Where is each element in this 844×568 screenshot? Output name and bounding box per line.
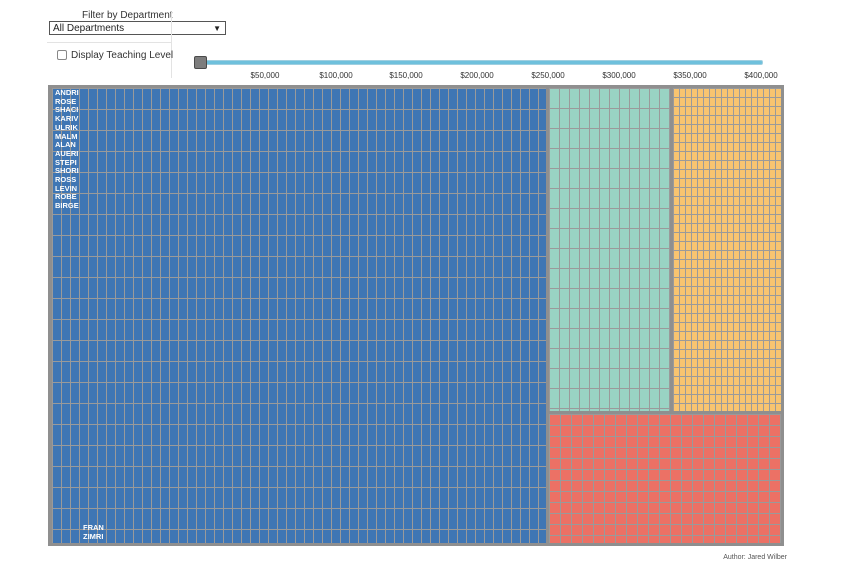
- department-select-value: All Departments: [53, 23, 125, 34]
- cell-name-label: ROBE: [55, 192, 77, 202]
- cell-name-label: AUERI: [55, 148, 79, 158]
- cell-name-label: ULRIK: [55, 122, 78, 132]
- cell-name-label: BIRGE: [55, 201, 79, 211]
- filter-label: Filter by Department: [82, 10, 173, 21]
- teaching-level-label: Display Teaching Level: [71, 50, 174, 61]
- treemap-group-teal[interactable]: [549, 88, 670, 411]
- slider-tick-label: $50,000: [250, 71, 280, 80]
- slider-tick-label: $100,000: [319, 71, 353, 80]
- slider-tick-label: $150,000: [389, 71, 423, 80]
- cell-name-label: SHACI: [55, 105, 79, 115]
- treemap-group-blue[interactable]: [52, 88, 546, 543]
- cell-name-label: LEVIN: [55, 183, 78, 193]
- divider-vertical: [171, 12, 172, 78]
- divider-horizontal: [47, 42, 171, 43]
- salary-treemap[interactable]: ANDRI ROSE SHACI KARIV ULRIK MALM ALAN A…: [48, 85, 784, 546]
- cell-name-label: FRAN: [83, 523, 104, 532]
- slider-tick-label: $200,000: [460, 71, 494, 80]
- cell-name-label: ROSE: [55, 96, 77, 106]
- cell-name-label: ANDRI: [55, 88, 79, 97]
- cell-name-label: ZIMRI: [83, 531, 104, 541]
- cell-name-label: ALAN: [55, 140, 76, 150]
- cell-name-label: SHORI: [55, 166, 79, 176]
- cell-name-label: STEPI: [55, 157, 77, 167]
- dropdown-arrow-icon: ▼: [213, 24, 221, 33]
- cell-name-label: ROSS: [55, 175, 77, 185]
- treemap-name-labels-top: ANDRI ROSE SHACI KARIV ULRIK MALM ALAN A…: [55, 88, 79, 211]
- slider-tick-label: $250,000: [531, 71, 565, 80]
- salary-slider-track[interactable]: [197, 60, 763, 65]
- slider-tick-label: $350,000: [673, 71, 707, 80]
- cell-name-label: MALM: [55, 131, 78, 141]
- cell-name-label: KARIV: [55, 114, 79, 124]
- author-credit: Author: Jared Wilber: [723, 554, 787, 561]
- treemap-group-red[interactable]: [549, 414, 781, 543]
- slider-tick-label: $300,000: [602, 71, 636, 80]
- treemap-group-orange[interactable]: [673, 88, 781, 411]
- treemap-name-labels-bottom: FRAN ZIMRI: [83, 523, 104, 541]
- salary-slider-handle[interactable]: [194, 56, 207, 69]
- teaching-level-checkbox[interactable]: [57, 50, 67, 60]
- department-select[interactable]: All Departments ▼: [49, 21, 226, 35]
- slider-tick-label: $400,000: [744, 71, 778, 80]
